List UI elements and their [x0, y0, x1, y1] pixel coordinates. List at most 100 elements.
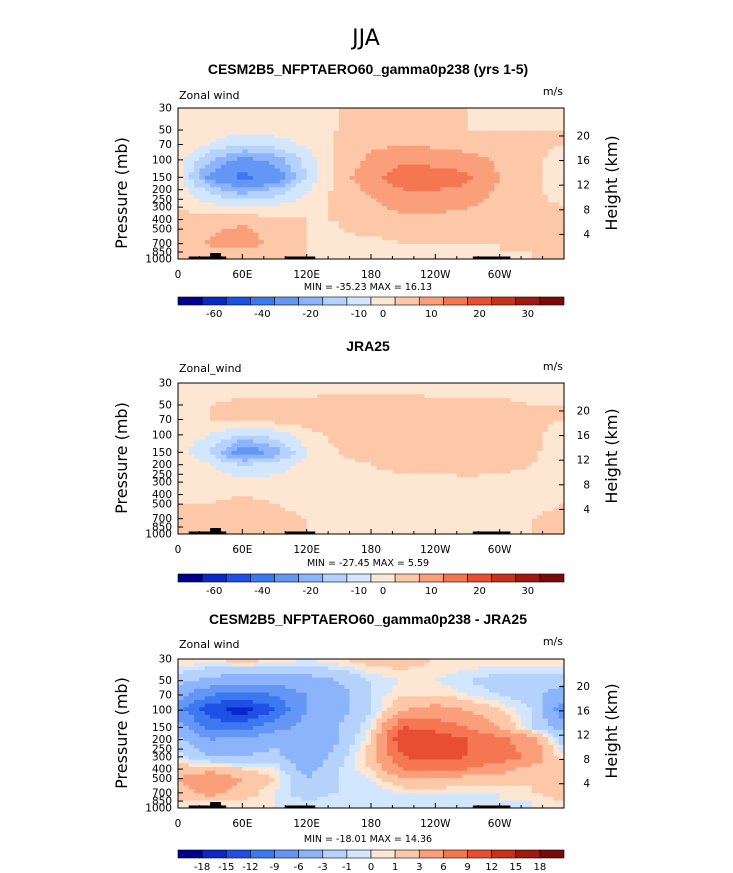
- heatmap-cell: [467, 473, 474, 478]
- heatmap-cell: [194, 243, 201, 249]
- heatmap-cell: [505, 435, 511, 441]
- heatmap-cell: [488, 221, 495, 226]
- heatmap-cell: [488, 386, 495, 392]
- heatmap-cell: [188, 443, 195, 448]
- heatmap-cell: [226, 217, 233, 222]
- heatmap-cell: [210, 469, 217, 475]
- heatmap-cell: [210, 115, 217, 120]
- heatmap-cell: [274, 228, 281, 234]
- heatmap-cell: [322, 428, 329, 433]
- heatmap-cell: [226, 240, 233, 245]
- heatmap-cell: [354, 115, 361, 120]
- heatmap-cell: [258, 481, 265, 486]
- heatmap-cell: [429, 153, 436, 158]
- heatmap-cell: [247, 108, 254, 113]
- heatmap-cell: [558, 183, 565, 188]
- heatmap-cell: [199, 213, 206, 219]
- heatmap-cell: [499, 243, 506, 249]
- heatmap-cell: [408, 458, 415, 463]
- heatmap-cell: [408, 168, 415, 173]
- heatmap-cell: [531, 225, 538, 230]
- heatmap-cell: [413, 172, 420, 177]
- heatmap-cell: [429, 221, 436, 226]
- heatmap-cell: [215, 232, 222, 237]
- heatmap-cell: [285, 209, 292, 215]
- heatmap-cell: [531, 469, 538, 475]
- heatmap-cell: [505, 115, 511, 120]
- heatmap-cell: [328, 172, 335, 177]
- heatmap-cell: [553, 217, 560, 222]
- heatmap-cell: [419, 481, 426, 486]
- heatmap-cell: [371, 383, 377, 388]
- heatmap-cell: [440, 443, 447, 448]
- heatmap-cell: [365, 141, 372, 147]
- heatmap-cell: [381, 221, 388, 226]
- heatmap-cell: [456, 217, 463, 222]
- heatmap-cell: [274, 138, 281, 143]
- heatmap-cell: [451, 157, 458, 162]
- heatmap-cell: [376, 119, 383, 124]
- heatmap-cell: [371, 130, 377, 136]
- heatmap-cell: [220, 251, 227, 256]
- panel-1-colorbar: -60 -40 -20 -10 0 10 20 30: [177, 296, 565, 320]
- heatmap-cell: [333, 416, 340, 422]
- heatmap-cell: [317, 432, 324, 437]
- heatmap-cell: [499, 240, 506, 245]
- heatmap-cell: [279, 213, 286, 219]
- heatmap-cell: [467, 401, 474, 407]
- heatmap-cell: [269, 232, 276, 237]
- heatmap-cell: [537, 130, 544, 136]
- heatmap-cell: [312, 138, 318, 143]
- heatmap-cell: [247, 145, 254, 151]
- heatmap-cell: [542, 247, 549, 253]
- heatmap-cell: [328, 153, 335, 158]
- heatmap-cell: [210, 108, 217, 113]
- heatmap-cell: [285, 111, 292, 117]
- y-tick-label: 30: [159, 103, 172, 115]
- heatmap-cell: [354, 469, 361, 475]
- heatmap-cell: [403, 191, 410, 196]
- heatmap-cell: [333, 141, 340, 147]
- heatmap-cell: [499, 191, 506, 196]
- heatmap-cell: [365, 232, 372, 237]
- heatmap-cell: [269, 119, 276, 124]
- heatmap-cell: [408, 394, 415, 399]
- heatmap-cell: [328, 383, 335, 388]
- heatmap-cell: [413, 409, 420, 414]
- heatmap-cell: [188, 153, 195, 158]
- heatmap-cell: [295, 168, 302, 173]
- heatmap-cell: [553, 390, 560, 395]
- heatmap-cell: [462, 443, 469, 448]
- heatmap-cell: [204, 194, 211, 200]
- heatmap-cell: [553, 183, 560, 188]
- heatmap-cell: [253, 138, 260, 143]
- heatmap-cell: [226, 454, 233, 460]
- heatmap-cell: [376, 157, 383, 162]
- heatmap-cell: [317, 183, 324, 188]
- heatmap-cell: [488, 134, 495, 139]
- heatmap-cell: [467, 209, 474, 215]
- heatmap-cell: [253, 202, 260, 207]
- heatmap-cell: [419, 409, 426, 414]
- heatmap-cell: [226, 126, 233, 132]
- heatmap-cell: [344, 149, 351, 154]
- heatmap-cell: [424, 183, 431, 188]
- heatmap-cell: [381, 202, 388, 207]
- heatmap-cell: [226, 145, 233, 151]
- heatmap-cell: [199, 138, 206, 143]
- heatmap-cell: [371, 115, 377, 120]
- heatmap-cell: [558, 473, 565, 478]
- heatmap-cell: [215, 126, 222, 132]
- heatmap-cell: [547, 251, 554, 256]
- heatmap-cell: [236, 221, 243, 226]
- heatmap-cell: [553, 466, 560, 471]
- heatmap-cell: [553, 213, 560, 219]
- heatmap-cell: [499, 236, 506, 241]
- heatmap-cell: [365, 240, 372, 245]
- heatmap-cell: [451, 424, 458, 429]
- heatmap-cell: [183, 447, 190, 452]
- heatmap-cell: [424, 236, 431, 241]
- heatmap-cell: [215, 473, 222, 478]
- heatmap-cell: [349, 232, 356, 237]
- heatmap-cell: [178, 236, 184, 241]
